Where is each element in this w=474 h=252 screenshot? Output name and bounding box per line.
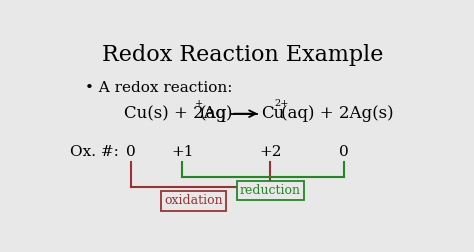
Text: reduction: reduction: [240, 184, 301, 197]
Text: Cu: Cu: [261, 105, 284, 122]
Text: Cu(s) + 2Ag: Cu(s) + 2Ag: [124, 105, 226, 122]
Text: 2+: 2+: [274, 99, 289, 108]
Text: +: +: [195, 99, 203, 108]
Text: +1: +1: [171, 145, 193, 160]
Text: Redox Reaction Example: Redox Reaction Example: [102, 44, 383, 66]
Text: 0: 0: [339, 145, 349, 160]
Text: Ox. #:: Ox. #:: [70, 145, 119, 160]
Text: oxidation: oxidation: [164, 195, 223, 207]
Text: (aq) + 2Ag(s): (aq) + 2Ag(s): [282, 105, 394, 122]
Text: 0: 0: [126, 145, 136, 160]
Text: (aq): (aq): [200, 105, 234, 122]
Text: • A redox reaction:: • A redox reaction:: [85, 81, 232, 95]
Text: +2: +2: [259, 145, 282, 160]
